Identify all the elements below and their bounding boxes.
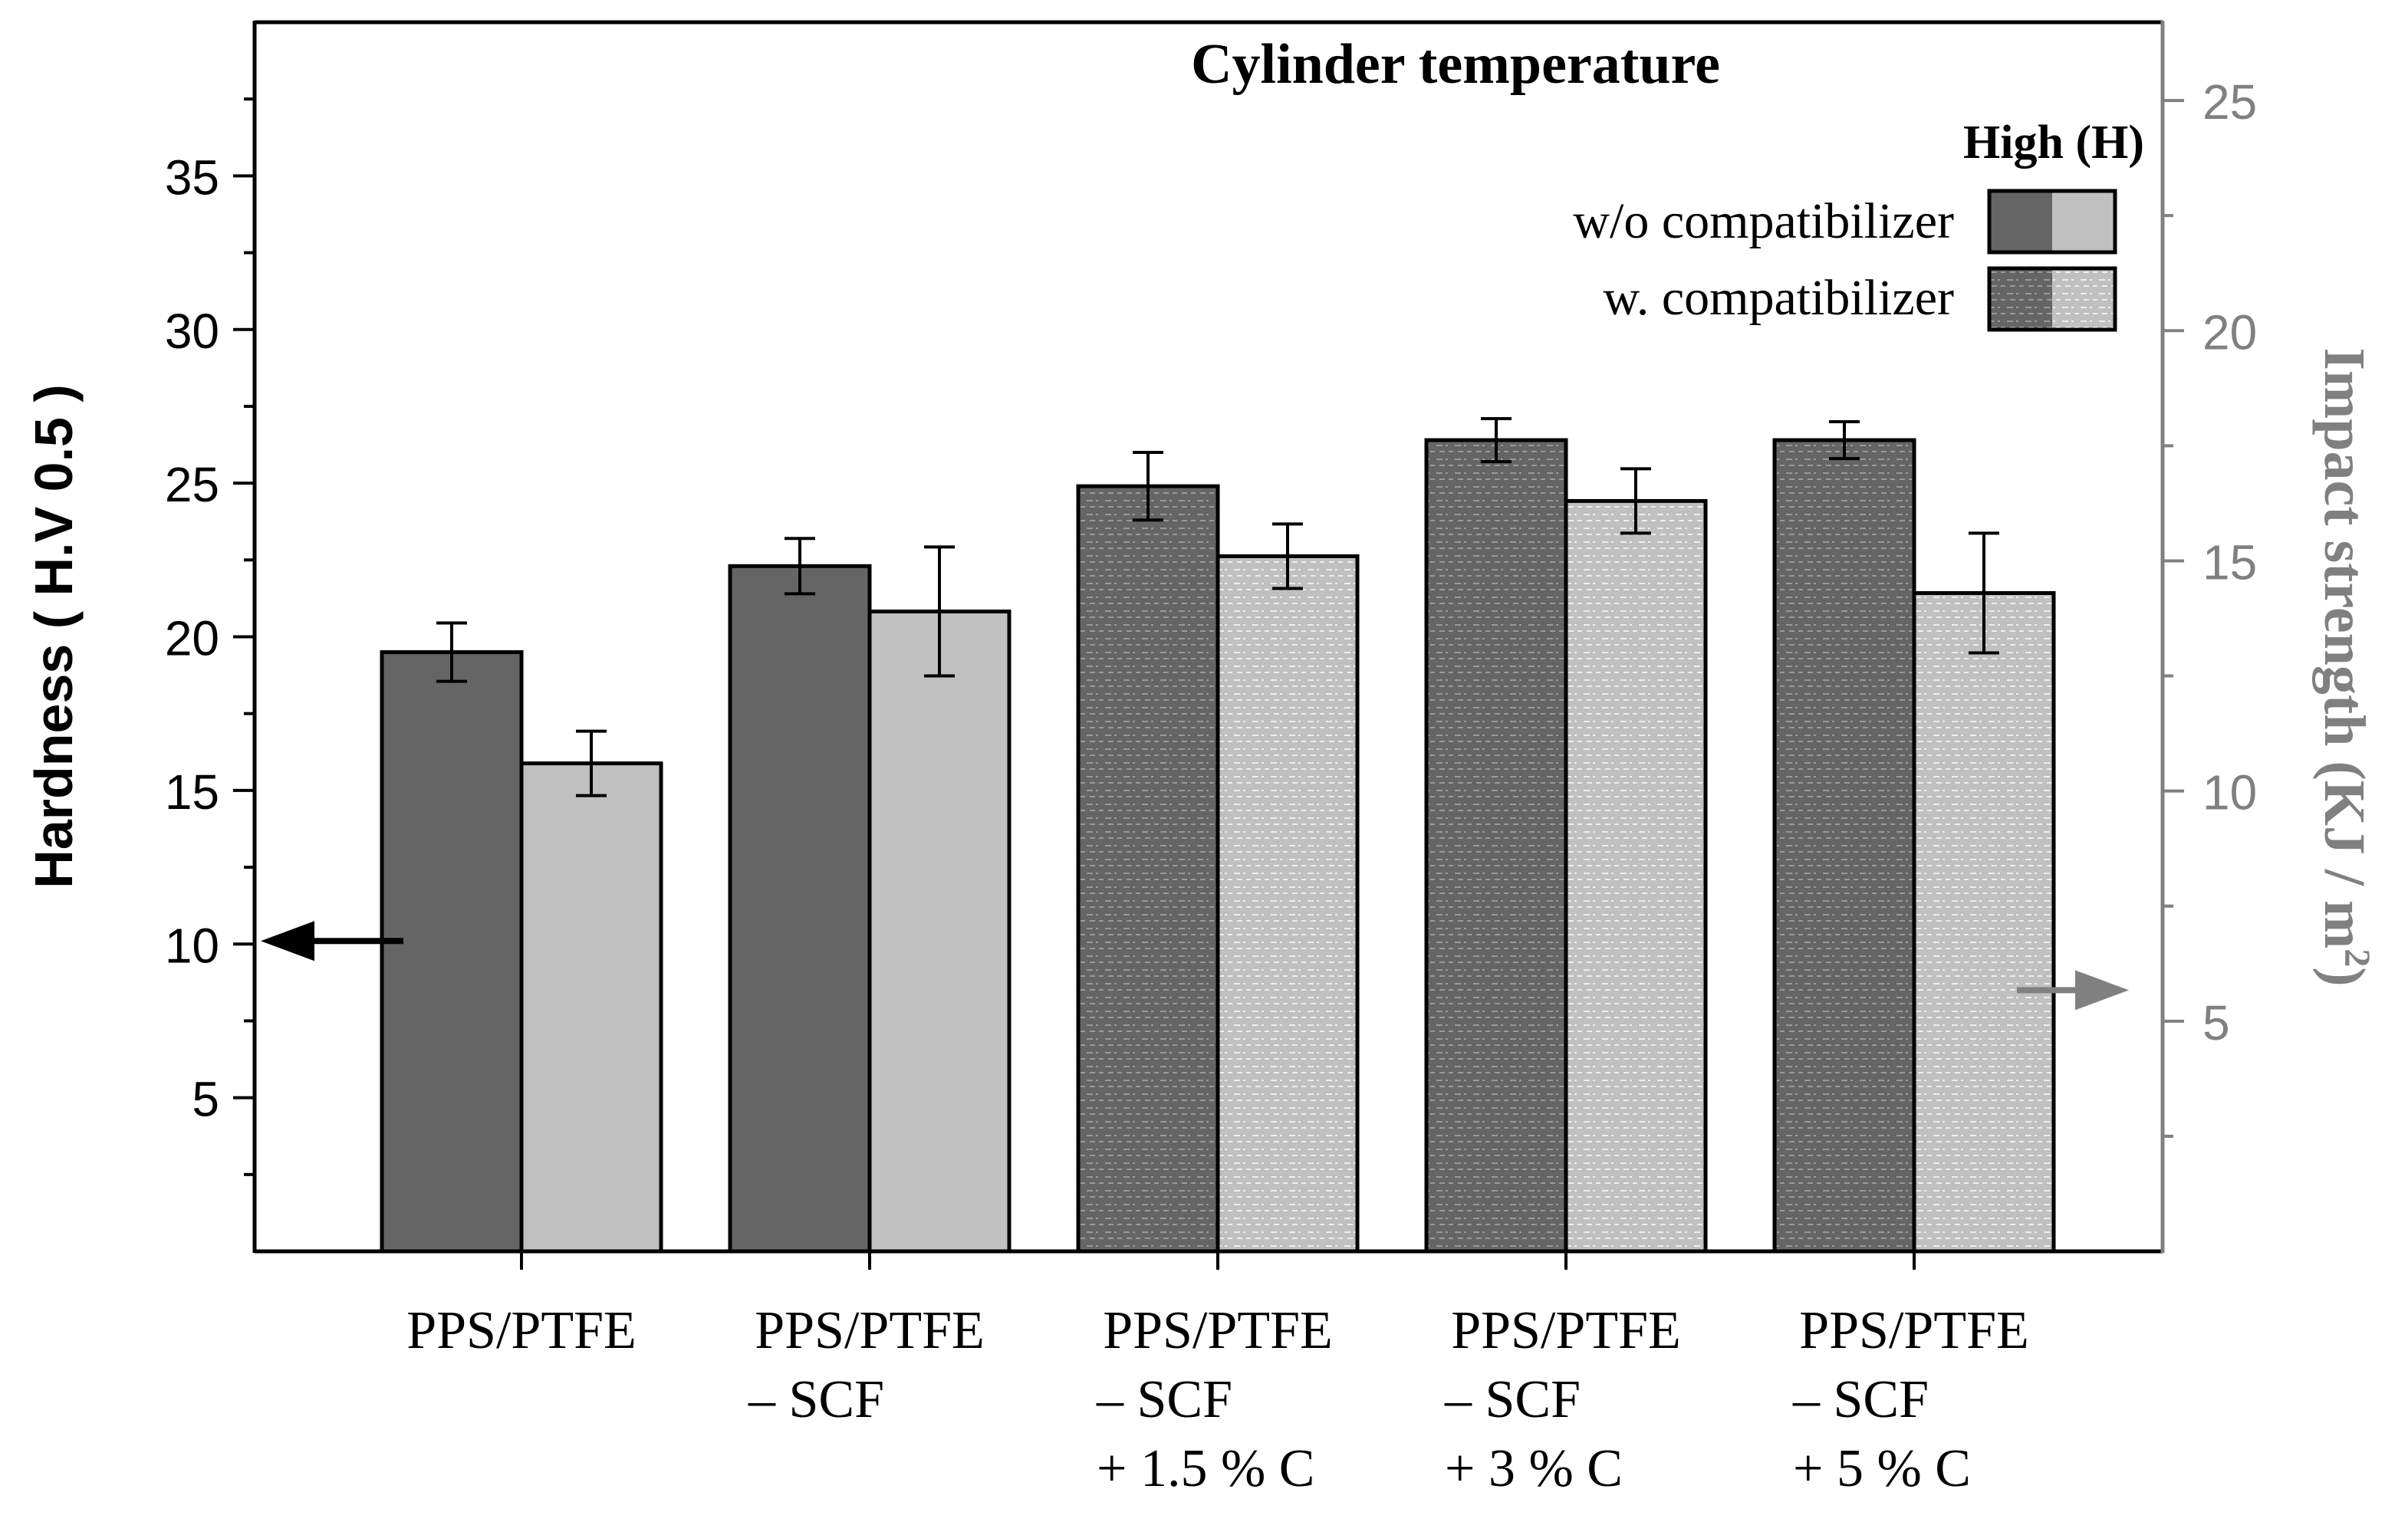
- axis-arrow-left: [261, 921, 403, 962]
- error-bar-impact-1: [576, 729, 607, 797]
- bar-impact-2: [867, 609, 1012, 1254]
- left-tick-label-30: 30: [165, 304, 219, 359]
- error-bar-hardness-3: [1133, 451, 1163, 522]
- left-tick-label-20: 20: [165, 611, 219, 666]
- x-tick-label-3-line-3: + 1.5 % C: [1097, 1439, 1314, 1498]
- error-bar-impact-4: [1620, 467, 1651, 535]
- x-tick-label-5-line-1: PPS/PTFE: [1799, 1301, 2029, 1360]
- left-tick-label-15: 15: [165, 764, 219, 820]
- bar-hardness-1: [380, 650, 524, 1254]
- bar-impact-4: [1564, 498, 1708, 1254]
- right-axis-label-sup: 2: [2337, 948, 2378, 967]
- error-bar-hardness-4: [1481, 416, 1512, 464]
- legend-label-with-compatibilizer: w. compatibilizer: [1603, 270, 1954, 326]
- error-bar-hardness-5: [1829, 419, 1860, 461]
- bar-hardness-2: [728, 564, 872, 1254]
- bar-hardness-3: [1076, 484, 1220, 1254]
- right-tick-label-25: 25: [2202, 74, 2257, 130]
- error-bar-impact-2: [924, 545, 955, 678]
- axis-arrow-right: [2017, 970, 2129, 1011]
- x-tick-label-3-line-2: – SCF: [1096, 1370, 1232, 1429]
- bar-impact-3: [1216, 554, 1360, 1254]
- x-tick-label-4-line-3: + 3 % C: [1445, 1439, 1623, 1498]
- left-tick-label-25: 25: [165, 457, 219, 512]
- legend-swatch-with-compatibilizer: [1987, 266, 2117, 332]
- x-tick-label-2-line-1: PPS/PTFE: [755, 1301, 985, 1360]
- chart-title: Cylinder temperature: [1191, 33, 1720, 96]
- bar-impact-1: [519, 761, 663, 1254]
- right-tick-label-5: 5: [2202, 995, 2230, 1050]
- legend-swatch-dark-plain: [1989, 191, 2052, 252]
- right-axis-label-end: ): [2312, 967, 2377, 986]
- x-tick-label-4-line-2: – SCF: [1444, 1370, 1581, 1429]
- x-tick-label-1-line-1: PPS/PTFE: [406, 1301, 637, 1360]
- error-bar-impact-5: [1969, 531, 1999, 655]
- left-tick-label-5: 5: [192, 1072, 219, 1127]
- legend-swatch-dark-pattern: [1989, 268, 2052, 330]
- error-bar-hardness-1: [436, 621, 467, 683]
- error-bar-impact-3: [1272, 522, 1303, 590]
- bar-impact-5: [1912, 590, 2056, 1254]
- left-tick-label-10: 10: [165, 918, 219, 973]
- right-tick-label-10: 10: [2202, 765, 2257, 820]
- x-tick-label-4-line-1: PPS/PTFE: [1451, 1301, 1681, 1360]
- left-axis-label: Hardness ( H.V 0.5 ): [24, 384, 84, 888]
- bar-hardness-5: [1772, 438, 1916, 1254]
- x-tick-label-3-line-1: PPS/PTFE: [1103, 1301, 1333, 1360]
- legend-swatch-border-pattern: [1987, 266, 2117, 332]
- error-bar-hardness-2: [785, 537, 815, 596]
- legend-swatch-border-plain: [1987, 189, 2117, 255]
- right-axis-label-main: Impact strength (KJ / m: [2312, 347, 2377, 948]
- x-tick-label-5-line-3: + 5 % C: [1793, 1439, 1971, 1498]
- right-tick-label-15: 15: [2202, 534, 2257, 590]
- legend-label-without-compatibilizer: w/o compatibilizer: [1573, 193, 1954, 249]
- legend-swatch-without-compatibilizer: [1987, 189, 2117, 255]
- legend-swatch-light-plain: [2052, 191, 2115, 252]
- right-axis-label: Impact strength (KJ / m2): [2312, 347, 2378, 986]
- right-tick-label-20: 20: [2202, 304, 2257, 360]
- x-tick-label-2-line-2: – SCF: [748, 1370, 884, 1429]
- left-tick-label-35: 35: [165, 150, 219, 205]
- legend-title: High (H): [1963, 117, 2144, 169]
- x-tick-label-5-line-2: – SCF: [1792, 1370, 1929, 1429]
- legend-swatch-light-pattern: [2052, 268, 2115, 330]
- bar-hardness-4: [1424, 438, 1568, 1254]
